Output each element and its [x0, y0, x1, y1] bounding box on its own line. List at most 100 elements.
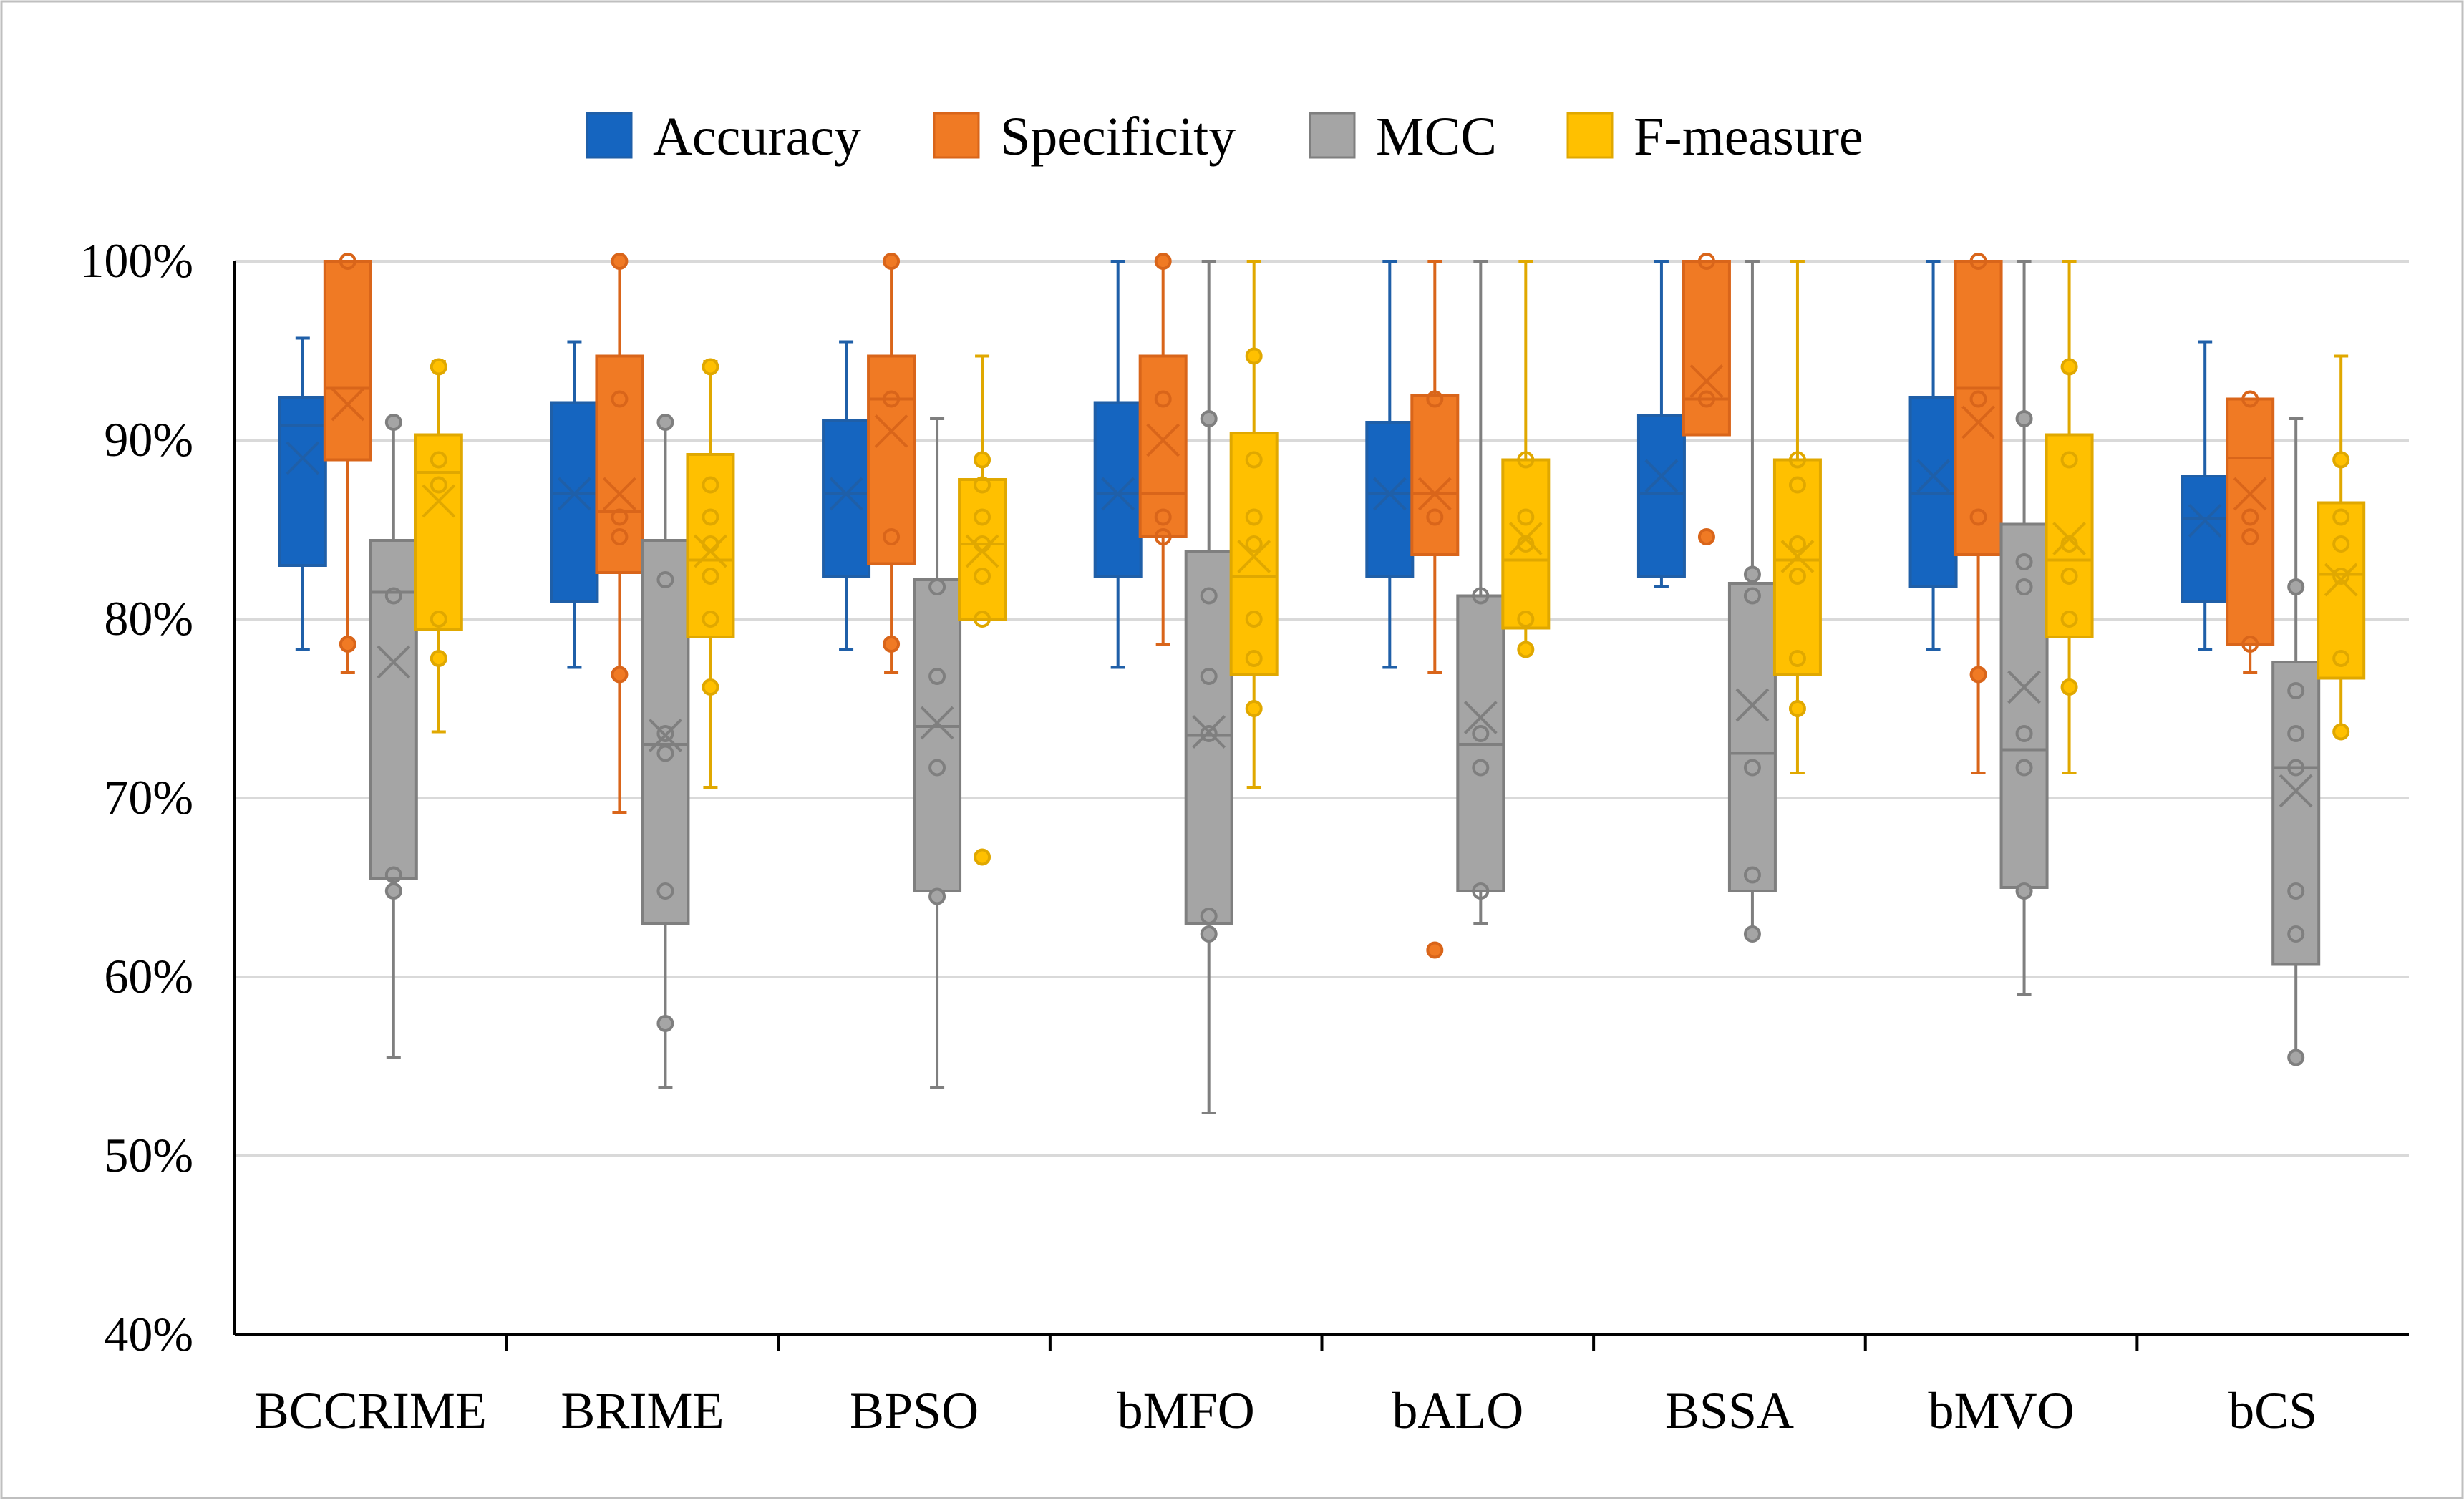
data-point — [430, 650, 447, 667]
box — [641, 414, 690, 1089]
box — [867, 253, 916, 674]
data-point — [1743, 587, 1761, 605]
box — [1727, 260, 1777, 943]
box — [414, 358, 463, 734]
x-category-label: bCS — [2228, 1382, 2317, 1439]
box — [1138, 253, 1188, 646]
data-point — [702, 535, 719, 553]
data-point — [974, 451, 991, 469]
box — [1410, 260, 1460, 959]
mean-marker — [422, 484, 456, 518]
data-point — [656, 571, 674, 588]
data-point — [1200, 410, 1218, 427]
series-specificity — [323, 253, 2275, 959]
data-point — [1245, 650, 1263, 667]
box — [1999, 260, 2049, 996]
y-tick-label: 70% — [104, 770, 193, 825]
data-point — [2241, 390, 2259, 408]
data-point — [1969, 666, 1987, 684]
data-point — [1517, 641, 1535, 658]
box — [1184, 260, 1233, 1114]
data-point — [2287, 725, 2305, 742]
data-point — [1200, 908, 1218, 925]
data-point — [928, 759, 946, 777]
data-point — [2060, 678, 2078, 696]
legend-swatch — [1309, 112, 1356, 159]
data-point — [1245, 451, 1263, 469]
data-point — [1426, 941, 1444, 959]
box — [913, 417, 962, 1089]
data-point — [1788, 535, 1806, 553]
mean-marker — [1192, 715, 1226, 749]
x-category-label: BRIME — [561, 1382, 724, 1439]
mean-marker — [603, 477, 636, 511]
box-iqr — [550, 401, 599, 603]
data-point — [384, 882, 402, 900]
legend-swatch — [933, 112, 980, 159]
data-point — [1200, 925, 1218, 943]
data-point — [384, 587, 402, 605]
box — [1501, 260, 1551, 658]
data-point — [702, 611, 719, 628]
data-point — [611, 666, 629, 684]
legend-label: MCC — [1376, 107, 1497, 167]
y-tick-label: 40% — [104, 1307, 193, 1361]
data-point — [1154, 253, 1172, 270]
box-iqr — [1138, 354, 1188, 538]
box — [686, 358, 735, 789]
box — [1772, 260, 1822, 774]
mean-marker — [2324, 563, 2358, 597]
data-point — [1472, 759, 1490, 777]
data-point — [883, 390, 901, 408]
data-point — [974, 848, 991, 866]
data-point — [656, 744, 674, 762]
y-tick-label: 60% — [104, 949, 193, 1003]
box — [323, 253, 372, 674]
box — [2045, 260, 2094, 774]
box-iqr — [414, 433, 463, 631]
data-point — [974, 568, 991, 585]
box — [1093, 260, 1143, 669]
series-accuracy — [278, 260, 2230, 669]
mean-marker — [2007, 670, 2041, 704]
x-category-label: bMVO — [1929, 1382, 2075, 1439]
mean-marker — [1417, 477, 1452, 511]
box-iqr — [686, 453, 735, 638]
data-point — [1154, 390, 1172, 408]
legend-swatch — [1566, 112, 1614, 159]
mean-marker — [331, 387, 365, 422]
data-point — [430, 358, 447, 376]
data-point — [2015, 882, 2033, 900]
box-iqr — [1501, 458, 1551, 630]
data-point — [2015, 578, 2033, 595]
data-point — [1517, 611, 1535, 628]
data-point — [1788, 451, 1806, 469]
data-point — [2287, 578, 2305, 595]
mean-marker — [1101, 477, 1135, 511]
data-point — [1245, 535, 1263, 553]
data-point — [2060, 568, 2078, 585]
data-point — [656, 1015, 674, 1032]
box-iqr — [2181, 475, 2230, 603]
legend-label: Accuracy — [653, 107, 861, 167]
mean-marker — [2279, 774, 2313, 808]
data-point — [611, 528, 629, 545]
data-point — [2332, 568, 2350, 585]
box — [2317, 354, 2366, 741]
box-iqr — [867, 354, 916, 565]
box — [1908, 260, 1958, 651]
box — [369, 414, 418, 1059]
data-point — [1517, 535, 1535, 553]
box-iqr — [1229, 432, 1279, 676]
data-point — [1788, 568, 1806, 585]
data-point — [611, 508, 629, 526]
data-point — [611, 253, 629, 270]
mean-marker — [1689, 364, 1724, 398]
box — [1636, 260, 1686, 588]
mean-marker — [1237, 540, 1271, 573]
data-point — [2287, 1049, 2305, 1066]
data-point — [2332, 451, 2350, 469]
data-point — [1245, 700, 1263, 717]
box-iqr — [1727, 582, 1777, 892]
data-point — [1472, 882, 1490, 900]
